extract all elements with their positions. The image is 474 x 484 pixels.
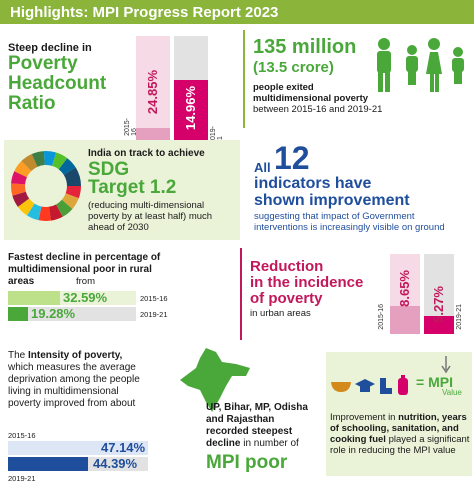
intensity-desc: which measures the average deprivation a…	[8, 362, 140, 409]
mpi-text-rest: played a significant role in reducing th…	[330, 434, 470, 456]
urban-title-3: of poverty	[250, 290, 323, 307]
sdg-intro: India on track to achieve	[88, 148, 205, 159]
rural-bar-2-fill	[8, 307, 28, 321]
exited-big: 135 million	[253, 36, 357, 58]
intensity-panel: The Intensity of poverty, which measures…	[4, 346, 150, 483]
intensity-bar-1	[8, 441, 148, 455]
toilet-icon	[380, 378, 392, 394]
states-line-4: decline in number of	[206, 438, 299, 449]
intensity-value-1: 47.14%	[101, 440, 146, 455]
rural-year-2: 2019-21	[140, 310, 168, 319]
bowl-icon	[331, 382, 351, 392]
headcount-value-1: 24.85%	[145, 70, 160, 115]
states-line-4-bold: decline	[206, 438, 241, 449]
intensity-bar-2-fill	[8, 457, 88, 471]
urban-title-1: Reduction	[250, 258, 324, 275]
headcount-title-2: Headcount	[8, 73, 107, 94]
family-icon	[377, 38, 464, 92]
india-map-icon	[180, 348, 250, 412]
urban-bar-1-fill	[390, 306, 420, 334]
sdg-desc: (reducing multi-dimensional poverty by a…	[88, 200, 213, 233]
urban-bar-2-fill	[424, 316, 454, 334]
headcount-title-3: Ratio	[8, 93, 56, 114]
urban-sub: in urban areas	[250, 308, 311, 319]
exited-text: people exited multidimensional poverty b…	[253, 82, 383, 115]
down-arrow-icon	[441, 356, 451, 374]
mpi-panel: = MPI Value Improvement in nutrition, ye…	[326, 352, 472, 476]
indicators-all: All	[254, 160, 271, 175]
urban-value-1: 8.65%	[397, 270, 412, 307]
exited-text-rest: between 2015-16 and 2019-21	[253, 104, 383, 115]
indicators-panel: All 12 indicators have shown improvement…	[248, 140, 472, 240]
states-line-1: UP, Bihar, MP, Odisha	[206, 402, 308, 413]
rural-panel: Fastest decline in percentage of multidi…	[4, 248, 232, 340]
urban-year-1: 2015-16	[378, 304, 385, 330]
urban-value-2: 5.27%	[431, 286, 446, 323]
urban-title-2: in the incidence	[250, 274, 364, 291]
states-panel: UP, Bihar, MP, Odisha and Rajasthan reco…	[156, 346, 316, 480]
sdg-title-1: SDG	[88, 159, 130, 180]
headcount-value-2: 14.96%	[183, 86, 198, 131]
urban-year-2: 2019-21	[456, 304, 463, 330]
headcount-title-1: Poverty	[8, 53, 78, 74]
mpi-value-label: Value	[442, 388, 462, 397]
rural-value-2: 19.28%	[31, 306, 76, 321]
gas-cylinder-icon	[398, 375, 408, 395]
states-line-3: recorded steepest	[206, 426, 293, 437]
intensity-bold: Intensity of poverty,	[28, 350, 123, 361]
rural-value-1: 32.59%	[63, 290, 108, 305]
states-line-2: and Rajasthan	[206, 414, 275, 425]
headcount-panel: Steep decline in Poverty Headcount Ratio…	[4, 30, 224, 154]
exited-text-bold: people exited multidimensional poverty	[253, 82, 369, 104]
mpi-text-bold: nutrition, years of schooling, sanitatio…	[330, 412, 467, 445]
intensity-bar-2-rest	[88, 457, 148, 471]
graduation-cap-icon	[355, 379, 375, 392]
sdg-title-2: Target 1.2	[88, 177, 177, 198]
sdg-wheel-icon	[11, 151, 81, 221]
intensity-text: The Intensity of poverty, which measures…	[8, 350, 148, 410]
rural-bar-2-bg	[8, 307, 136, 321]
sdg-panel: India on track to achieve SDG Target 1.2…	[4, 140, 240, 240]
exited-panel: 135 million (13.5 crore) people exited m…	[243, 30, 471, 128]
rural-year-1: 2015-16	[140, 294, 168, 303]
intensity-year-2: 2019-21	[8, 474, 36, 483]
intensity-year-1: 2015-16	[8, 431, 36, 440]
mpi-text-pre: Improvement in	[330, 412, 396, 423]
intensity-pre: The	[8, 350, 26, 361]
mpi-eq: = MPI	[416, 374, 453, 390]
indicators-desc: suggesting that impact of Government int…	[254, 211, 445, 233]
page-header: Highlights: MPI Progress Report 2023	[0, 0, 474, 24]
urban-panel: Reduction in the incidence of poverty in…	[240, 248, 472, 340]
indicators-line-2: shown improvement	[254, 192, 410, 209]
rural-bar-1-fill	[8, 291, 60, 305]
states-line-4-rest: in number of	[243, 438, 299, 449]
states-big: MPI poor	[206, 452, 288, 473]
rural-title: Fastest decline in percentage of multidi…	[8, 252, 161, 287]
headcount-intro: Steep decline in	[8, 42, 92, 54]
page-title: Highlights: MPI Progress Report 2023	[10, 4, 279, 21]
indicators-line-1: indicators have	[254, 175, 372, 192]
intensity-value-2: 44.39%	[93, 456, 138, 471]
indicators-number: 12	[274, 140, 310, 176]
rural-from: from	[76, 276, 95, 287]
mpi-text: Improvement in nutrition, years of schoo…	[330, 412, 470, 456]
exited-sub: (13.5 crore)	[253, 59, 334, 76]
